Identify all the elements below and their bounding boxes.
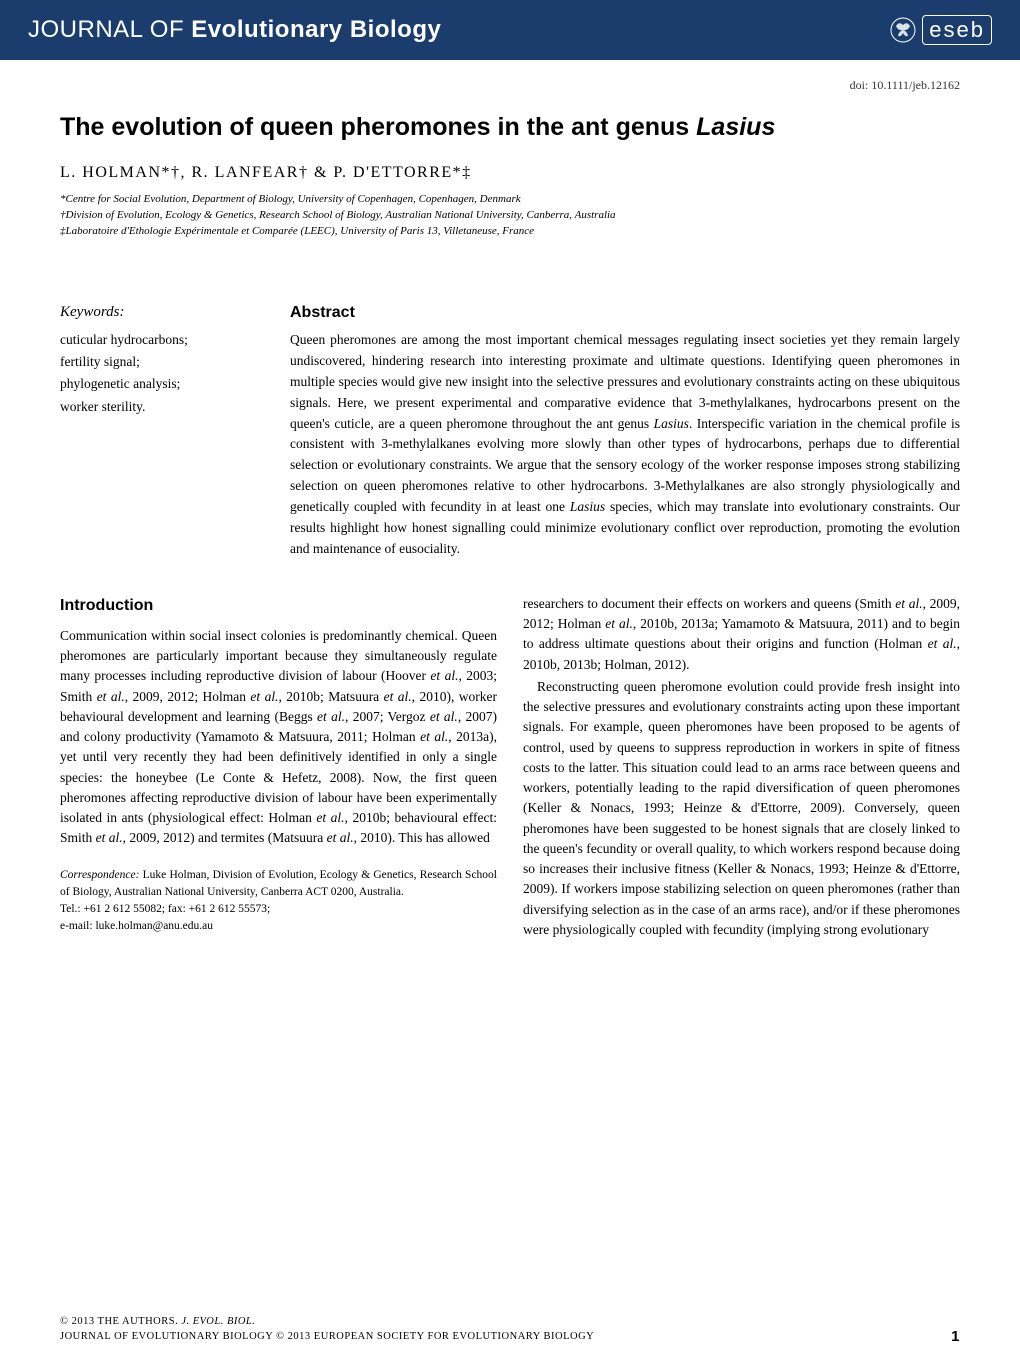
text-part: , 2007; Vergoz [345, 709, 430, 724]
text-part: , 2010b; Matsuura [278, 689, 383, 704]
author-list: L. HOLMAN*†, R. LANFEAR† & P. D'ETTORRE*… [60, 164, 960, 182]
article-title: The evolution of queen pheromones in the… [60, 113, 960, 142]
abstract-region: Keywords: cuticular hydrocarbons; fertil… [60, 304, 960, 560]
copyright-text: © 2013 THE AUTHORS. [60, 1316, 181, 1327]
et-al: et al. [430, 709, 458, 724]
abstract-column: Abstract Queen pheromones are among the … [290, 304, 960, 560]
et-al: et al. [895, 596, 922, 611]
intro-paragraph: Communication within social insect colon… [60, 626, 497, 849]
abstract-text: Queen pheromones are among the most impo… [290, 330, 960, 560]
et-al: et al. [96, 830, 123, 845]
correspondence-block: Correspondence: Luke Holman, Division of… [60, 867, 497, 936]
text-part: researchers to document their effects on… [523, 596, 895, 611]
keywords-column: Keywords: cuticular hydrocarbons; fertil… [60, 304, 260, 560]
et-al: et al. [97, 689, 125, 704]
page-number: 1 [951, 1328, 960, 1345]
keyword: phylogenetic analysis; [60, 373, 260, 395]
et-al: et al. [605, 616, 633, 631]
abstract-genus: Lasius [570, 499, 605, 514]
introduction-heading: Introduction [60, 594, 497, 618]
et-al: et al. [327, 830, 354, 845]
affiliation: ‡Laboratoire d'Ethologie Expérimentale e… [60, 224, 960, 240]
copyright-text-2: JOURNAL OF EVOLUTIONARY BIOLOGY © 2013 E… [60, 1331, 594, 1342]
journal-main: Evolutionary Biology [191, 16, 441, 43]
body-column-left: Introduction Communication within social… [60, 594, 497, 940]
correspondence-tel: Tel.: +61 2 612 55082; fax: +61 2 612 55… [60, 903, 270, 915]
journal-title: JOURNAL OF Evolutionary Biology [28, 16, 441, 44]
article-content: The evolution of queen pheromones in the… [0, 99, 1020, 960]
abstract-genus: Lasius [654, 416, 689, 431]
text-part: Reconstructing queen pheromone evolution… [523, 679, 960, 937]
et-al: et al. [316, 810, 344, 825]
journal-header: JOURNAL OF Evolutionary Biology eseb [0, 0, 1020, 60]
title-main: The evolution of queen pheromones in the… [60, 113, 696, 141]
body-columns: Introduction Communication within social… [60, 594, 960, 940]
et-al: et al. [250, 689, 278, 704]
affiliation: †Division of Evolution, Ecology & Geneti… [60, 208, 960, 224]
body-column-right: researchers to document their effects on… [523, 594, 960, 940]
page-footer: © 2013 THE AUTHORS. J. EVOL. BIOL. JOURN… [60, 1314, 960, 1346]
keyword: worker sterility. [60, 396, 260, 418]
et-al: et al. [317, 709, 345, 724]
correspondence-label: Correspondence: [60, 869, 143, 881]
et-al: et al. [384, 689, 412, 704]
affiliations: *Centre for Social Evolution, Department… [60, 192, 960, 240]
journal-abbrev: J. EVOL. BIOL. [181, 1316, 255, 1327]
et-al: et al. [928, 636, 957, 651]
keywords-heading: Keywords: [60, 304, 260, 321]
journal-prefix: JOURNAL OF [28, 16, 191, 43]
eseb-text: eseb [922, 15, 992, 45]
affiliation: *Centre for Social Evolution, Department… [60, 192, 960, 208]
title-genus: Lasius [696, 113, 775, 141]
keywords-list: cuticular hydrocarbons; fertility signal… [60, 329, 260, 418]
butterfly-icon [890, 17, 916, 43]
footer-copyright: © 2013 THE AUTHORS. J. EVOL. BIOL. JOURN… [60, 1314, 594, 1346]
intro-paragraph-2: Reconstructing queen pheromone evolution… [523, 677, 960, 940]
et-al: et al. [430, 668, 458, 683]
text-part: , 2010). This has allowed [354, 830, 490, 845]
abstract-heading: Abstract [290, 304, 960, 322]
society-logo: eseb [890, 15, 992, 45]
intro-paragraph-continued: researchers to document their effects on… [523, 594, 960, 675]
keyword: fertility signal; [60, 351, 260, 373]
text-part: , 2009, 2012; Holman [125, 689, 251, 704]
et-al: et al. [420, 729, 448, 744]
correspondence-email: e-mail: luke.holman@anu.edu.au [60, 920, 213, 932]
keyword: cuticular hydrocarbons; [60, 329, 260, 351]
text-part: , 2009, 2012) and termites (Matsuura [123, 830, 327, 845]
doi: doi: 10.1111/jeb.12162 [0, 60, 1020, 99]
